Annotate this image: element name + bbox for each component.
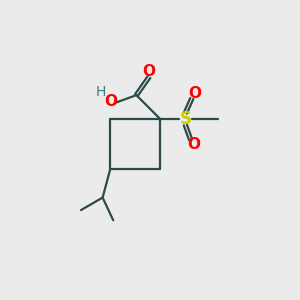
Text: H: H [95,85,106,99]
Text: O: O [142,64,155,79]
Text: O: O [187,137,200,152]
Text: O: O [188,86,201,101]
Text: O: O [104,94,118,109]
Text: S: S [179,110,191,128]
